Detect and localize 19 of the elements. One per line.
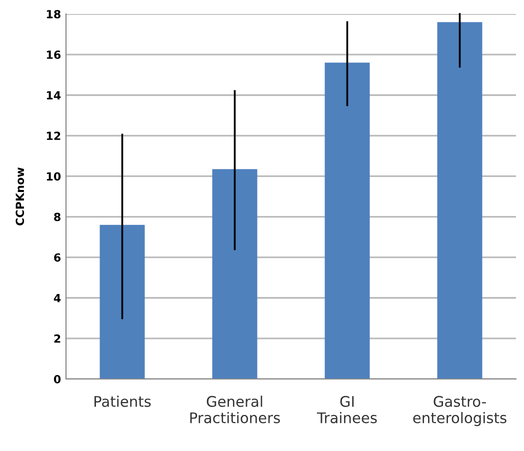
y-tick-label: 8 — [54, 212, 60, 222]
bar — [324, 62, 370, 379]
y-tick-label: 16 — [46, 50, 61, 59]
y-tick-label: 18 — [46, 10, 60, 18]
x-tick-label: General Practitioners — [190, 396, 280, 424]
y-tick-label: 2 — [54, 334, 60, 343]
y-tick-label: 10 — [46, 172, 61, 181]
x-tick-label: Patients — [94, 396, 151, 407]
x-tick-label: Gastro- enterologists — [413, 396, 506, 426]
bar — [437, 22, 482, 379]
y-tick-label: 0 — [54, 374, 61, 384]
y-tick-label: 4 — [54, 294, 61, 302]
y-axis-title: CCPKnow — [16, 167, 24, 226]
y-tick-label: 14 — [46, 91, 61, 100]
y-tick-label: 12 — [46, 132, 60, 140]
y-tick-label: 6 — [54, 253, 61, 262]
bar — [212, 169, 258, 379]
bar — [100, 224, 145, 379]
x-tick-label: GI Trainees — [316, 396, 377, 424]
